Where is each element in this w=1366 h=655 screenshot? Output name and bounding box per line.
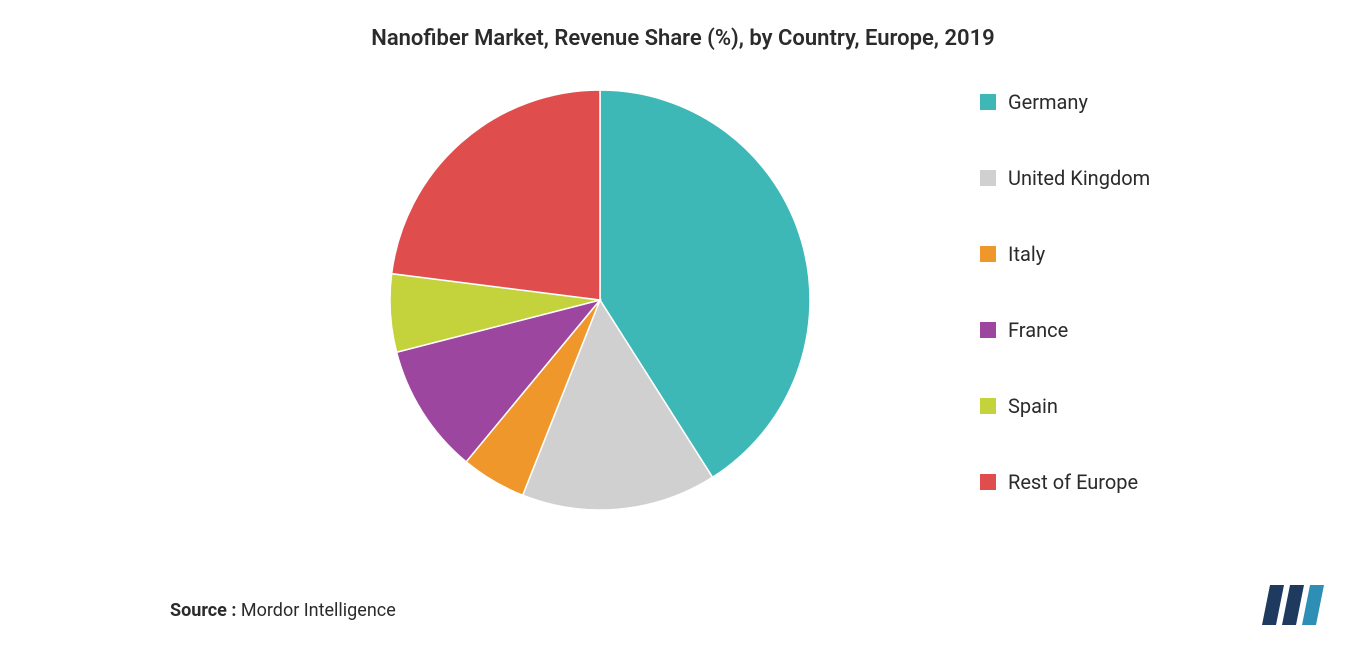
pie-chart [380,80,820,520]
legend-label: United Kingdom [1008,166,1150,190]
pie-svg [380,80,820,520]
legend: Germany United Kingdom Italy France Spain Res… [980,90,1150,494]
legend-item: Rest of Europe [980,470,1150,494]
legend-swatch [980,94,996,110]
legend-label: Spain [1008,394,1058,418]
chart-container: Nanofiber Market, Revenue Share (%), by … [0,0,1366,655]
pie-slice [392,90,600,300]
legend-item: Germany [980,90,1150,114]
legend-swatch [980,246,996,262]
legend-swatch [980,170,996,186]
legend-label: France [1008,318,1068,342]
legend-item: United Kingdom [980,166,1150,190]
legend-item: France [980,318,1150,342]
chart-title: Nanofiber Market, Revenue Share (%), by … [0,26,1366,51]
legend-item: Spain [980,394,1150,418]
source-label: Source [170,600,227,621]
legend-swatch [980,474,996,490]
brand-logo-svg [1262,585,1332,627]
legend-label: Germany [1008,90,1088,114]
source-line: Source : Mordor Intelligence [170,600,396,621]
source-colon: : [227,600,241,621]
legend-swatch [980,398,996,414]
legend-swatch [980,322,996,338]
legend-item: Italy [980,242,1150,266]
legend-label: Rest of Europe [1008,470,1138,494]
source-value: Mordor Intelligence [241,600,396,621]
legend-label: Italy [1008,242,1045,266]
brand-logo [1262,585,1332,631]
